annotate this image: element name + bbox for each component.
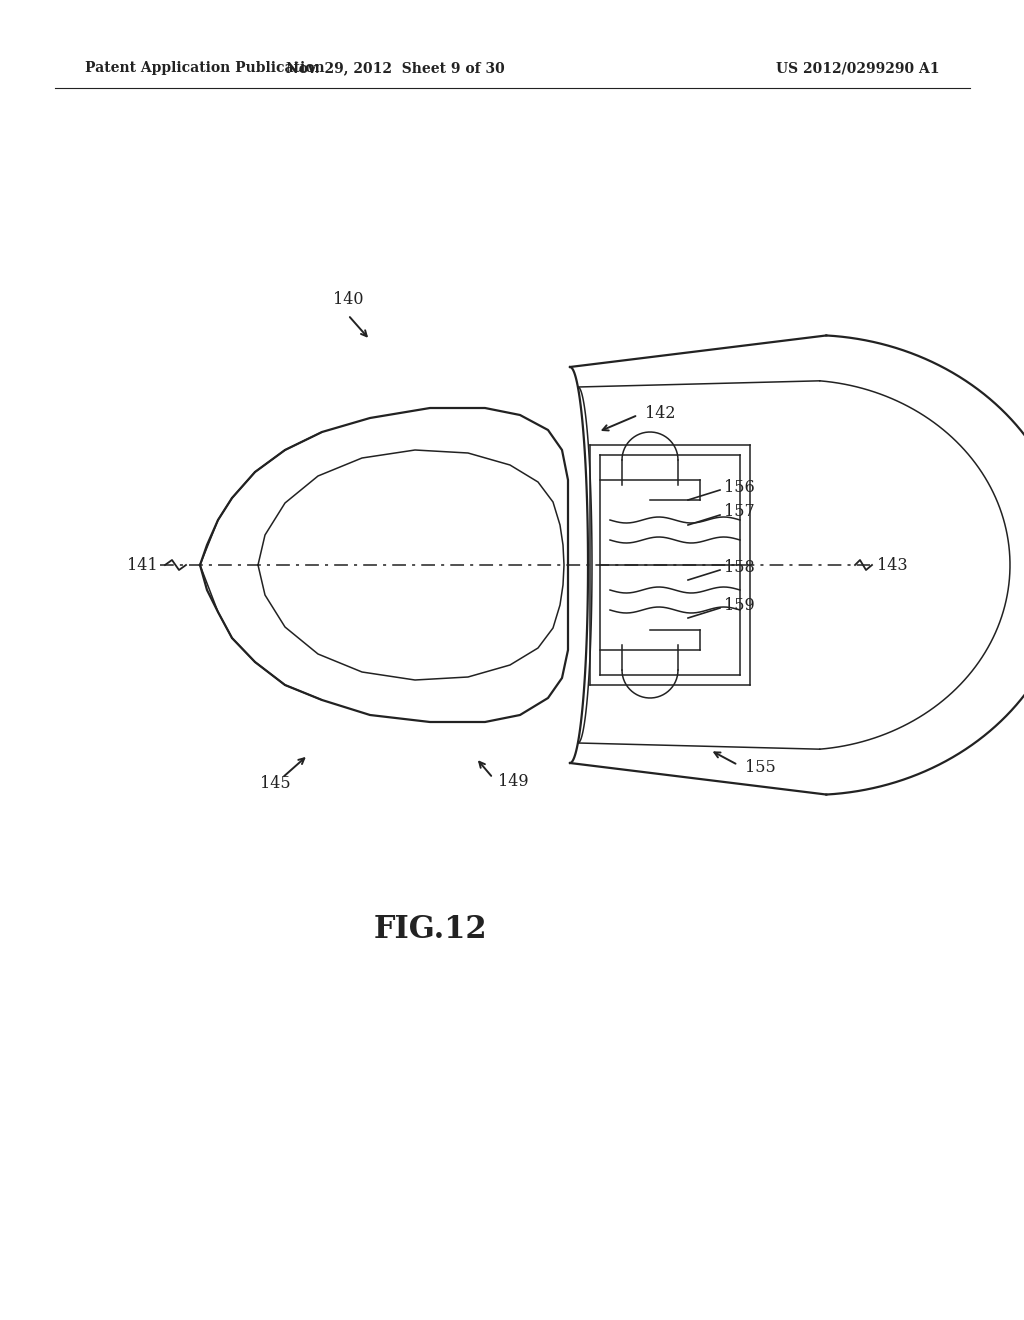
- Text: Patent Application Publication: Patent Application Publication: [85, 61, 325, 75]
- Text: 149: 149: [498, 774, 528, 791]
- Text: 141: 141: [127, 557, 158, 573]
- Text: Nov. 29, 2012  Sheet 9 of 30: Nov. 29, 2012 Sheet 9 of 30: [286, 61, 505, 75]
- Text: FIG.12: FIG.12: [373, 915, 486, 945]
- Text: US 2012/0299290 A1: US 2012/0299290 A1: [776, 61, 940, 75]
- Text: 140: 140: [333, 290, 364, 308]
- Text: 158: 158: [724, 558, 755, 576]
- Text: 155: 155: [745, 759, 776, 776]
- Text: 143: 143: [877, 557, 907, 573]
- Text: 159: 159: [724, 597, 755, 614]
- Text: 157: 157: [724, 503, 755, 520]
- Text: 156: 156: [724, 479, 755, 495]
- Text: 145: 145: [260, 775, 291, 792]
- Text: 142: 142: [645, 404, 676, 421]
